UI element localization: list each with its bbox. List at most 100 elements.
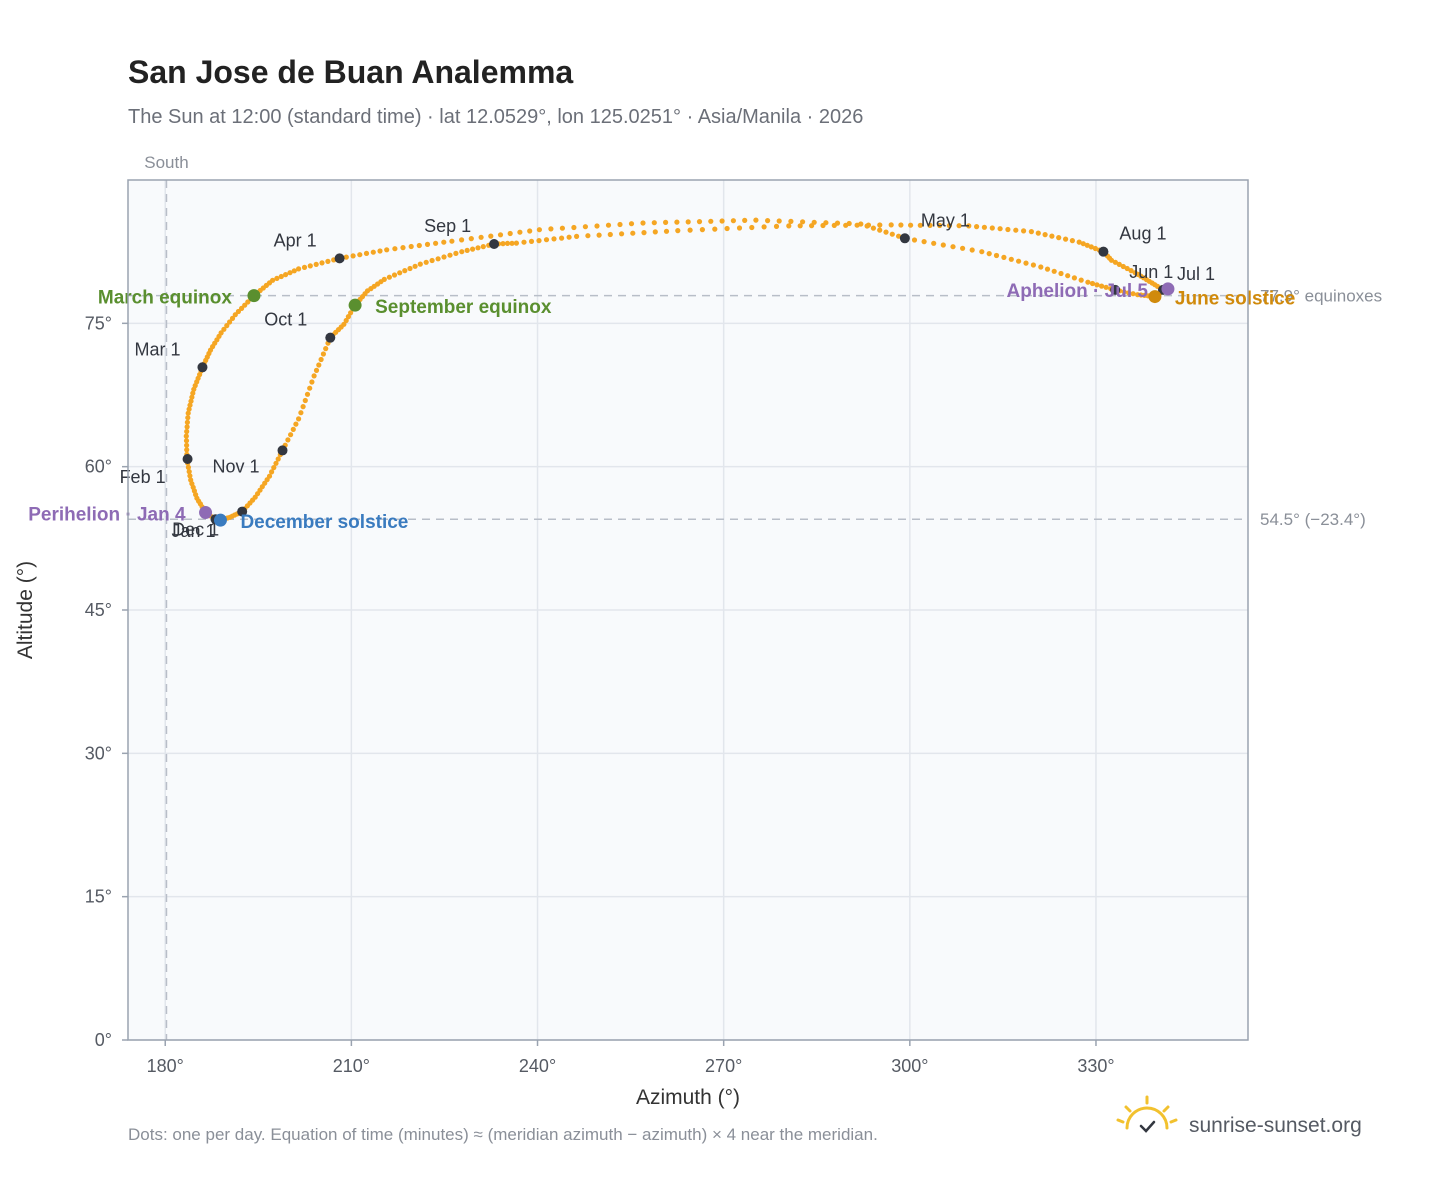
- day-dot: [288, 432, 294, 438]
- event-label: December solstice: [240, 512, 408, 533]
- month-marker: [334, 253, 345, 264]
- day-dot: [293, 421, 299, 427]
- day-dot: [304, 391, 311, 397]
- reference-line-label: 77.9° equinoxes: [1260, 287, 1382, 306]
- day-dot: [480, 244, 486, 250]
- day-dot: [313, 261, 319, 267]
- day-dot: [1038, 264, 1044, 270]
- day-dot: [956, 223, 962, 229]
- day-dot: [761, 224, 767, 230]
- day-dot: [449, 238, 455, 244]
- day-dot: [283, 272, 289, 278]
- day-dot: [582, 224, 589, 230]
- y-tick-label: 60°: [85, 457, 112, 477]
- day-dot: [809, 223, 815, 229]
- day-dot: [797, 223, 803, 229]
- day-dot: [184, 419, 190, 425]
- month-marker: [1110, 284, 1121, 295]
- day-dot: [559, 225, 566, 231]
- event-marker: [1148, 290, 1162, 304]
- day-dot: [1005, 226, 1011, 233]
- day-dot: [950, 244, 956, 250]
- day-dot: [441, 254, 447, 260]
- day-dot: [696, 219, 703, 225]
- day-dot: [184, 442, 190, 448]
- brand-text: sunrise-sunset.org: [1189, 1114, 1362, 1137]
- day-dot: [423, 259, 429, 265]
- month-label: Feb 1: [120, 467, 166, 487]
- day-dot: [386, 274, 392, 280]
- day-dot: [870, 225, 877, 231]
- day-dot: [275, 456, 281, 462]
- day-dot: [185, 415, 191, 421]
- day-dot: [877, 227, 883, 233]
- day-dot: [298, 410, 304, 416]
- day-dot: [517, 229, 523, 235]
- x-tick-label: 240°: [519, 1056, 556, 1076]
- day-dot: [619, 231, 625, 237]
- x-tick-label: 180°: [147, 1056, 184, 1076]
- day-dot: [675, 228, 681, 234]
- event-label: June solstice: [1175, 289, 1295, 310]
- day-dot: [416, 242, 422, 249]
- day-dot: [224, 323, 230, 329]
- day-dot: [1088, 244, 1094, 250]
- day-dot: [776, 218, 782, 224]
- day-dot: [189, 394, 195, 400]
- day-dot: [699, 227, 706, 233]
- day-dot: [507, 230, 513, 237]
- day-dot: [898, 222, 904, 228]
- brand-logo[interactable]: sunrise-sunset.org: [1116, 1095, 1362, 1137]
- day-dot: [323, 346, 329, 352]
- day-dot: [911, 237, 918, 243]
- day-dot: [786, 223, 792, 229]
- day-dot: [278, 273, 284, 280]
- day-dot: [229, 315, 236, 321]
- day-dot: [663, 228, 670, 234]
- day-dot: [1044, 266, 1051, 272]
- day-dot: [773, 223, 780, 229]
- event-label: Perihelion · Jan 4: [28, 505, 186, 526]
- day-dot: [227, 319, 233, 325]
- day-dot: [232, 312, 238, 318]
- month-marker: [325, 332, 336, 343]
- day-dot: [1028, 229, 1034, 235]
- y-tick-label: 15°: [85, 887, 112, 907]
- day-dot: [724, 225, 730, 232]
- day-dot: [1084, 242, 1090, 248]
- day-dot: [742, 217, 748, 223]
- day-dot: [883, 229, 889, 235]
- day-dot: [433, 240, 439, 246]
- day-dot: [989, 225, 995, 231]
- day-dot: [1076, 239, 1082, 245]
- event-marker: [1161, 282, 1175, 296]
- event-marker: [213, 513, 227, 527]
- day-dot: [1071, 275, 1077, 281]
- day-dot: [1035, 230, 1041, 236]
- day-dot: [1030, 262, 1036, 268]
- reference-lines: South 77.9° equinoxes 54.5° (−23.4°): [128, 153, 1382, 1040]
- day-dot: [548, 226, 554, 232]
- day-dot: [218, 330, 224, 336]
- day-dot: [736, 225, 743, 231]
- day-dot: [184, 447, 190, 453]
- day-dot: [453, 250, 459, 256]
- day-dot: [441, 239, 447, 245]
- day-dot: [937, 222, 943, 229]
- y-tick-label: 45°: [85, 600, 112, 620]
- day-dot: [235, 308, 241, 315]
- day-dot: [712, 226, 718, 232]
- day-dot: [1103, 284, 1109, 290]
- month-label: Jul 1: [1177, 264, 1215, 284]
- day-dot: [854, 222, 860, 228]
- day-dot: [325, 258, 331, 264]
- day-dot: [319, 260, 325, 266]
- day-dot: [185, 464, 191, 470]
- day-dot: [674, 219, 680, 225]
- day-dot: [749, 224, 755, 231]
- day-dot: [896, 233, 902, 239]
- day-dot: [981, 224, 988, 230]
- day-dot: [966, 223, 972, 229]
- y-tick-label: 30°: [85, 743, 112, 763]
- day-dot: [309, 379, 315, 385]
